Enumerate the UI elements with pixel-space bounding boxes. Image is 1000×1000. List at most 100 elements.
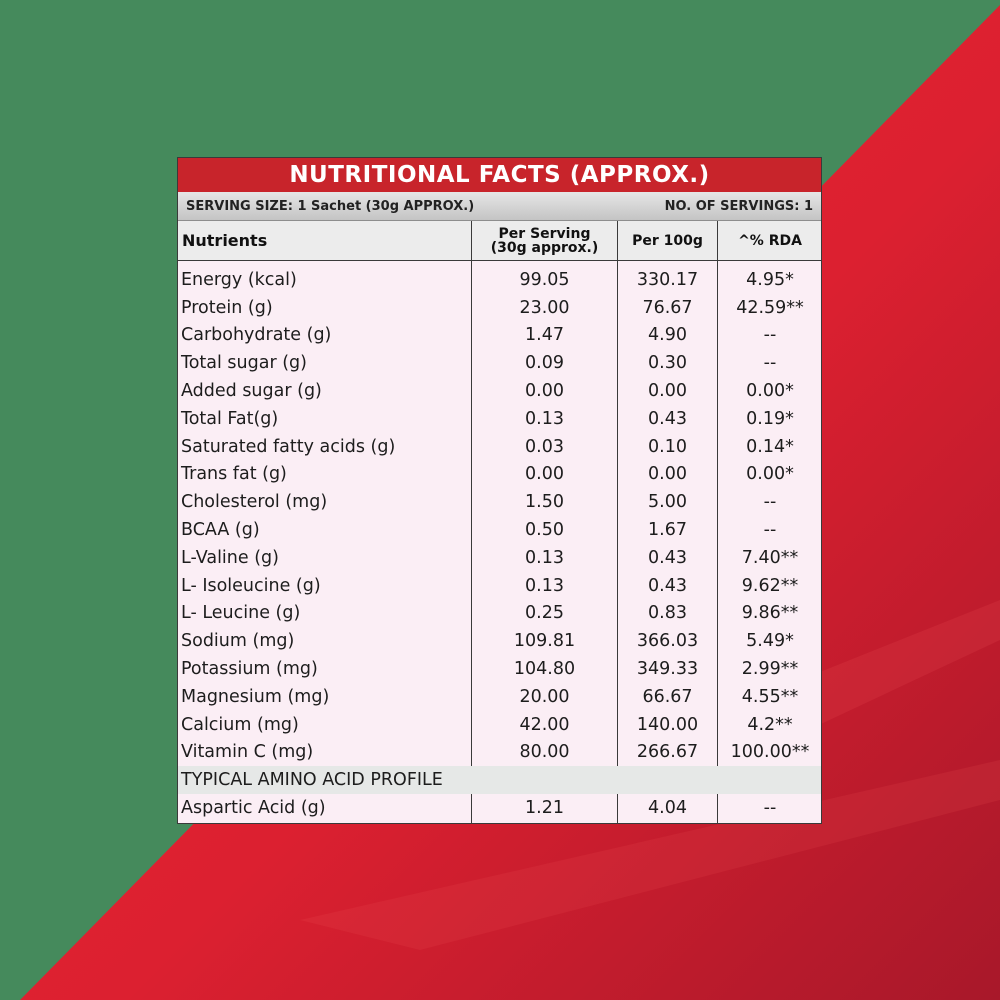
- rda-value: 4.95*: [746, 269, 794, 290]
- per-100g-value: 66.67: [642, 686, 693, 707]
- table-row: Sodium (mg) 109.81 366.03 5.49*: [178, 627, 821, 655]
- rda-value: 0.00*: [746, 381, 794, 402]
- table-row: Potassium (mg) 104.80 349.33 2.99**: [178, 655, 821, 683]
- per-serving-value: 0.00: [525, 381, 564, 402]
- per-100g-value: 0.00: [648, 381, 687, 402]
- nutrient-name: BCAA (g): [181, 520, 260, 541]
- per-100g-value: 0.83: [648, 603, 687, 624]
- rda-value: 5.49*: [746, 631, 794, 652]
- per-100g-value: 366.03: [636, 631, 699, 652]
- table-row: Total Fat(g) 0.13 0.43 0.19*: [178, 405, 821, 433]
- rda-value: 0.14*: [746, 436, 794, 457]
- column-divider: [617, 221, 618, 824]
- nutrient-name: L- Isoleucine (g): [181, 575, 321, 596]
- column-header-row: Nutrients Per Serving (30g approx.) Per …: [178, 221, 821, 261]
- rda-value: --: [763, 325, 777, 346]
- per-serving-value: 104.80: [513, 659, 576, 680]
- per-serving-value: 1.21: [525, 798, 564, 819]
- per-serving-value: 42.00: [519, 714, 570, 735]
- rda-value: --: [763, 492, 777, 513]
- table-row: Aspartic Acid (g) 1.21 4.04 --: [178, 794, 821, 822]
- table-title: NUTRITIONAL FACTS (APPROX.): [178, 158, 821, 192]
- nutrient-name: L-Valine (g): [181, 547, 279, 568]
- per-serving-value: 23.00: [519, 297, 570, 318]
- nutrient-name: Potassium (mg): [181, 659, 318, 680]
- nutrient-name: Carbohydrate (g): [181, 325, 332, 346]
- per-100g-value: 266.67: [636, 742, 699, 763]
- per-serving-value: 0.13: [525, 547, 564, 568]
- rda-value: [718, 766, 822, 794]
- per-serving-value: 0.25: [525, 603, 564, 624]
- nutrient-name: Added sugar (g): [181, 381, 322, 402]
- header-per-serving-line2: (30g approx.): [490, 239, 599, 256]
- nutrient-name: Total Fat(g): [181, 408, 279, 429]
- column-divider: [471, 221, 472, 824]
- per-serving-value: 0.00: [525, 464, 564, 485]
- per-serving-value: 0.03: [525, 436, 564, 457]
- nutrient-name: Vitamin C (mg): [181, 742, 314, 763]
- rda-value: 100.00**: [730, 742, 810, 763]
- rda-value: 9.86**: [741, 603, 799, 624]
- nutrient-name: Magnesium (mg): [181, 686, 330, 707]
- nutrient-name: Sodium (mg): [181, 631, 295, 652]
- rda-value: 7.40**: [741, 547, 799, 568]
- table-row: Cholesterol (mg) 1.50 5.00 --: [178, 488, 821, 516]
- per-100g-value: [618, 766, 717, 794]
- table-row: Saturated fatty acids (g) 0.03 0.10 0.14*: [178, 433, 821, 461]
- table-row: Energy (kcal) 99.05 330.17 4.95*: [178, 266, 821, 294]
- table-row: Added sugar (g) 0.00 0.00 0.00*: [178, 377, 821, 405]
- table-row: Vitamin C (mg) 80.00 266.67 100.00**: [178, 739, 821, 767]
- per-serving-value: 0.13: [525, 575, 564, 596]
- section-header-row: TYPICAL AMINO ACID PROFILE: [178, 766, 822, 795]
- per-100g-value: 330.17: [636, 269, 699, 290]
- per-100g-value: 0.00: [648, 464, 687, 485]
- per-serving-value: 0.13: [525, 408, 564, 429]
- per-100g-value: 0.43: [648, 408, 687, 429]
- table-row: Total sugar (g) 0.09 0.30 --: [178, 349, 821, 377]
- per-serving-value: [472, 766, 617, 794]
- rda-value: --: [763, 798, 777, 819]
- per-100g-value: 349.33: [636, 659, 699, 680]
- table-row: Protein (g) 23.00 76.67 42.59**: [178, 294, 821, 322]
- table-row: Calcium (mg) 42.00 140.00 4.2**: [178, 711, 821, 739]
- per-100g-value: 0.30: [648, 353, 687, 374]
- rda-value: 42.59**: [736, 297, 804, 318]
- per-100g-value: 140.00: [636, 714, 699, 735]
- nutrient-name: Saturated fatty acids (g): [181, 436, 396, 457]
- rda-value: --: [763, 520, 777, 541]
- column-divider: [717, 221, 718, 824]
- per-100g-value: 0.43: [648, 547, 687, 568]
- nutrient-name: Total sugar (g): [181, 353, 307, 374]
- rda-value: 4.2**: [747, 714, 793, 735]
- nutrient-name: L- Leucine (g): [181, 603, 301, 624]
- table-row: Magnesium (mg) 20.00 66.67 4.55**: [178, 683, 821, 711]
- per-serving-value: 20.00: [519, 686, 570, 707]
- header-per-serving-line1: Per Serving: [498, 225, 591, 242]
- table-row: L- Leucine (g) 0.25 0.83 9.86**: [178, 600, 821, 628]
- table-row: L- Isoleucine (g) 0.13 0.43 9.62**: [178, 572, 821, 600]
- nutrient-name: Cholesterol (mg): [181, 492, 328, 513]
- header-nutrients: Nutrients: [182, 230, 268, 250]
- rda-value: 0.00*: [746, 464, 794, 485]
- nutrition-facts-panel: NUTRITIONAL FACTS (APPROX.) SERVING SIZE…: [177, 157, 822, 824]
- nutrient-name: TYPICAL AMINO ACID PROFILE: [181, 770, 443, 791]
- per-100g-value: 1.67: [648, 520, 687, 541]
- nutrient-name: Protein (g): [181, 297, 273, 318]
- header-per-100g: Per 100g: [632, 232, 703, 249]
- nutrient-name: Aspartic Acid (g): [181, 798, 326, 819]
- rda-value: 9.62**: [741, 575, 799, 596]
- per-100g-value: 4.90: [648, 325, 687, 346]
- per-serving-value: 0.50: [525, 520, 564, 541]
- per-serving-value: 1.47: [525, 325, 564, 346]
- per-100g-value: 5.00: [648, 492, 687, 513]
- rda-value: 0.19*: [746, 408, 794, 429]
- per-100g-value: 76.67: [642, 297, 693, 318]
- table-row: Carbohydrate (g) 1.47 4.90 --: [178, 322, 821, 350]
- nutrient-rows: Energy (kcal) 99.05 330.17 4.95* Protein (g)…: [178, 266, 821, 822]
- per-serving-value: 0.09: [525, 353, 564, 374]
- rda-value: 4.55**: [741, 686, 799, 707]
- per-serving-value: 99.05: [519, 269, 570, 290]
- servings-count: NO. OF SERVINGS: 1: [664, 198, 813, 214]
- per-serving-value: 1.50: [525, 492, 564, 513]
- rda-value: 2.99**: [741, 659, 799, 680]
